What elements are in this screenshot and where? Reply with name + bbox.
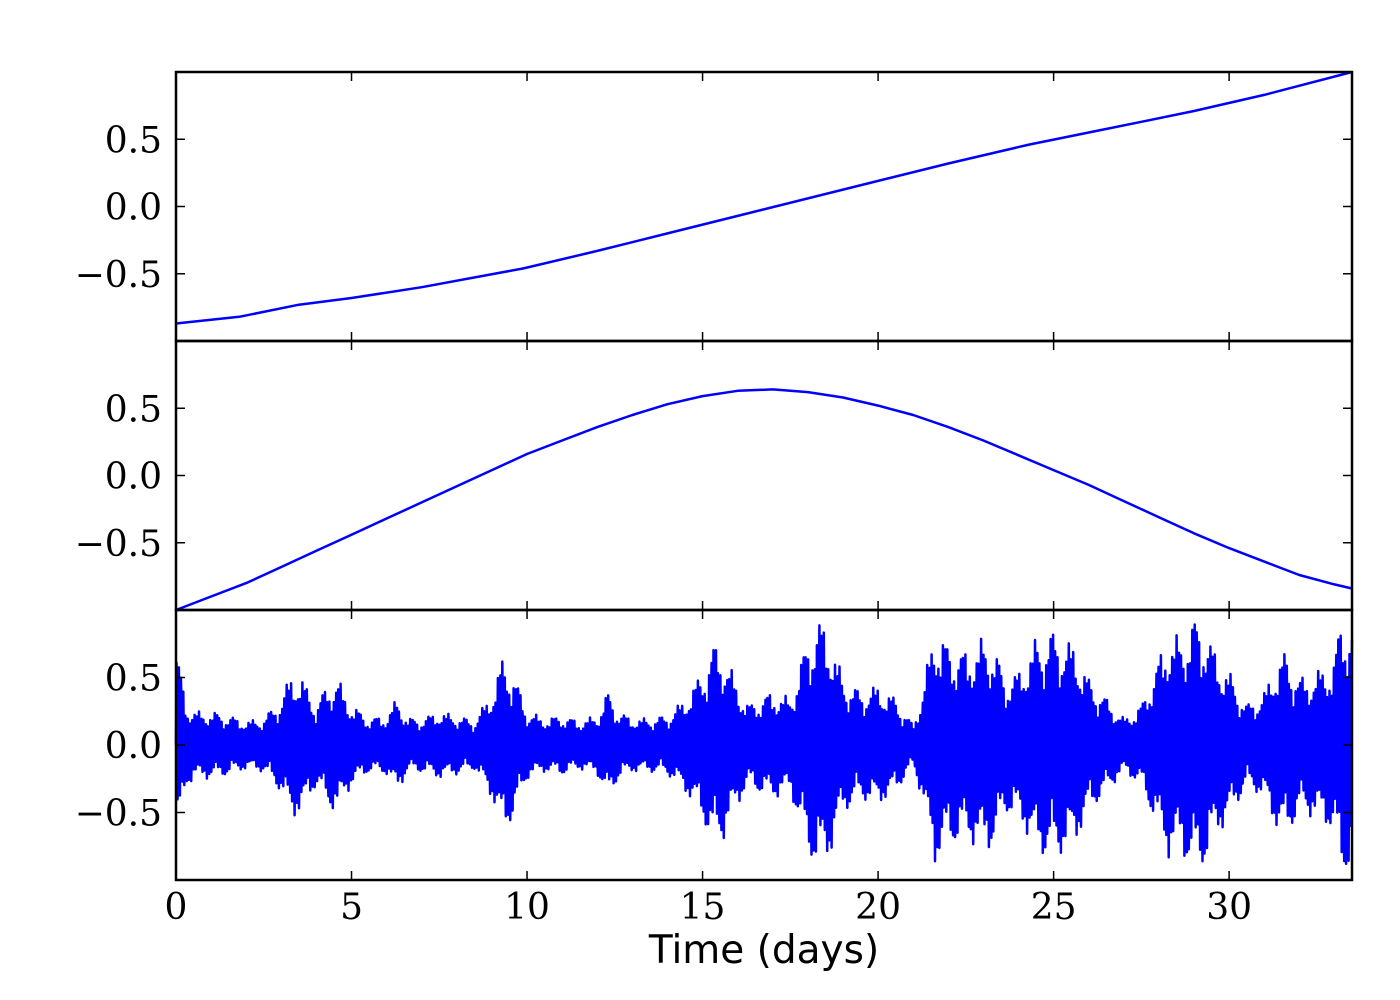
panel-middle: 0.5 0.0 −0.5 [75, 339, 1354, 612]
y-tick-label-bottom: 0.5 [105, 659, 162, 700]
x-tick-label: 25 [1031, 887, 1077, 928]
x-tick-label: 20 [855, 887, 901, 928]
x-axis-title: Time (days) [648, 928, 879, 973]
y-tick-label-bottom: 0.0 [105, 726, 162, 767]
x-tick-label: 5 [340, 887, 363, 928]
x-tick-label: 0 [165, 887, 188, 928]
panel-top: 0.5 0.0 −0.5 [75, 70, 1354, 343]
y-tick-label-middle: −0.5 [75, 524, 162, 565]
axes-frame-middle [174, 339, 1354, 612]
series-line-top [175, 70, 1353, 325]
x-tick-label: 15 [680, 887, 726, 928]
y-tick-label-middle: 0.0 [105, 457, 162, 498]
panel-bottom: 0.5 0.0 −0.5 0 5 10 15 20 25 30 [75, 608, 1354, 928]
x-tick-label: 10 [504, 887, 550, 928]
y-tick-label-top: 0.5 [105, 120, 162, 161]
series-line-bottom [174, 623, 1354, 866]
y-tick-label-middle: 0.5 [105, 389, 162, 430]
series-line-middle [175, 388, 1353, 612]
x-tick-label: 30 [1206, 887, 1252, 928]
y-tick-label-top: −0.5 [75, 255, 162, 296]
y-tick-label-bottom: −0.5 [75, 794, 162, 835]
y-tick-label-top: 0.0 [105, 188, 162, 229]
axes-frame-top [174, 70, 1354, 343]
